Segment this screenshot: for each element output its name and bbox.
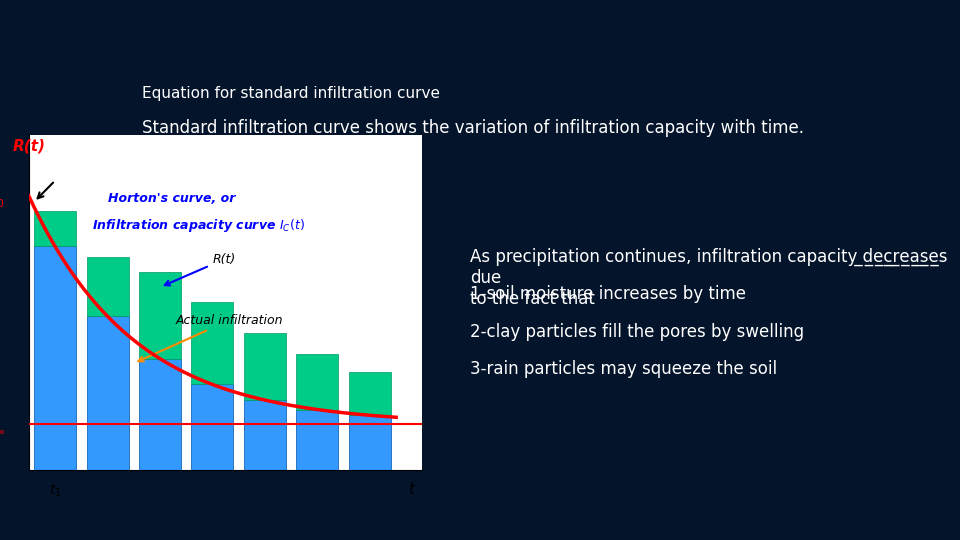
Bar: [244, 333, 286, 400]
Bar: [297, 354, 339, 409]
Text: Actual infiltration: Actual infiltration: [138, 314, 283, 361]
Text: Horton's curve, or: Horton's curve, or: [108, 192, 235, 205]
Bar: [348, 373, 391, 415]
Text: $I_{c\infty}$: $I_{c\infty}$: [0, 421, 5, 438]
Text: 3-rain particles may squeeze the soil: 3-rain particles may squeeze the soil: [469, 360, 777, 378]
Bar: [191, 302, 233, 384]
Bar: [191, 384, 233, 470]
Bar: [34, 211, 76, 246]
Text: As precipitation continues, infiltration capacity ̲d̲e̲c̲r̲e̲a̲s̲e̲s due
to the : As precipitation continues, infiltration…: [469, 248, 948, 308]
Text: 1-soil moisture increases by time: 1-soil moisture increases by time: [469, 285, 746, 303]
Text: Infiltration capacity curve $I_C(t)$: Infiltration capacity curve $I_C(t)$: [92, 218, 304, 234]
Text: $I_0$: $I_0$: [0, 191, 5, 210]
Text: R(t): R(t): [165, 253, 236, 286]
Text: Equation for standard infiltration curve: Equation for standard infiltration curve: [142, 85, 441, 100]
Bar: [348, 415, 391, 470]
Bar: [34, 246, 76, 470]
Bar: [297, 409, 339, 470]
Bar: [139, 359, 181, 470]
Bar: [86, 316, 129, 470]
Text: $t$: $t$: [408, 481, 416, 497]
Text: R(t): R(t): [13, 138, 46, 153]
Bar: [139, 272, 181, 359]
Bar: [86, 256, 129, 316]
Text: 2-clay particles fill the pores by swelling: 2-clay particles fill the pores by swell…: [469, 322, 804, 341]
Text: $t_1$: $t_1$: [49, 482, 61, 498]
Text: Standard infiltration curve shows the variation of infiltration capacity with ti: Standard infiltration curve shows the va…: [142, 119, 804, 137]
Bar: [244, 400, 286, 470]
